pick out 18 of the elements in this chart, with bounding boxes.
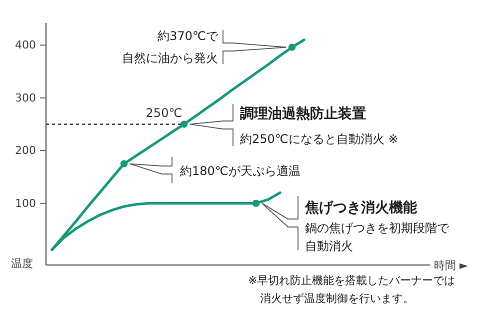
- annotation: 約370℃で自然に油から発火: [122, 29, 219, 65]
- y-axis-title: 温度: [11, 257, 33, 270]
- annotation: 約250℃になると自動消火 ※: [240, 132, 398, 146]
- point: [120, 160, 128, 168]
- annotation: 約180℃が天ぷら適温: [180, 164, 300, 178]
- y-tick-label: 100: [15, 196, 36, 210]
- y-tick-label: 300: [15, 91, 36, 104]
- point: [288, 44, 296, 51]
- annotation: 焦げつき消火機能: [304, 200, 418, 216]
- text: 時間 ►: [434, 259, 468, 272]
- y-tick-label: 200: [15, 144, 36, 158]
- annotation: 鍋の焦げつきを初期段階で自動消火: [305, 221, 450, 253]
- y-tick-label: 400: [15, 38, 36, 52]
- annotation: 調理油過熱防止装置: [240, 105, 366, 122]
- ref-line-label: 250℃: [146, 106, 182, 120]
- text: ※早切れ防止機能を搭載したバーナーでは消火せず温度制御を行います。: [248, 274, 456, 305]
- point: [180, 120, 188, 128]
- point: [252, 200, 260, 207]
